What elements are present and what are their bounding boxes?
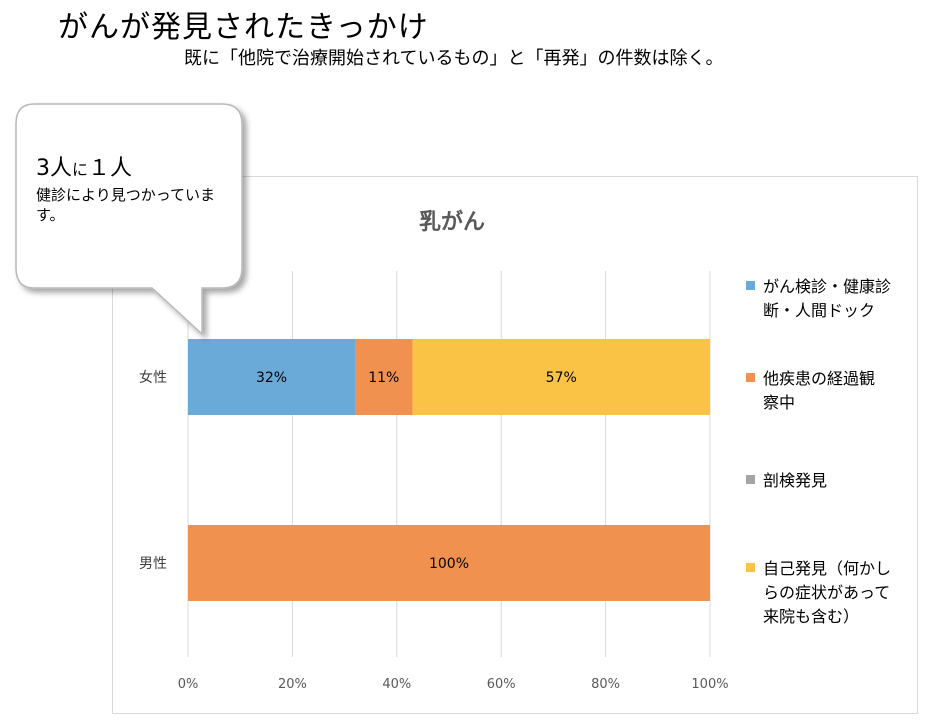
data-label: 100% [429,556,469,572]
x-tick-label: 100% [691,677,728,692]
data-label: 11% [368,370,399,386]
chart-title: 乳がん [419,209,485,235]
x-tick-label: 20% [278,677,307,692]
bar-segment [412,339,710,415]
callout-headline: 3人に１人 [36,156,133,181]
legend-swatch [746,281,755,290]
legend-label: 剖検発見 [763,471,827,490]
legend-swatch [746,475,755,484]
data-label: 32% [256,370,287,386]
bar-segment [188,339,356,415]
bar-segment [188,525,710,601]
data-label: 57% [546,370,577,386]
legend-label: 他疾患の経過観察中 [763,369,875,412]
x-tick-label: 40% [382,677,411,692]
x-tick-label: 80% [591,677,620,692]
category-label: 女性 [139,369,167,386]
legend-swatch [746,563,755,572]
x-tick-label: 60% [487,677,516,692]
legend-label: 自己発見（何かしらの症状があって来院も含む） [763,559,891,626]
chart-frame: 乳がん 0% 20% 40% 60% 80% 100% 女性 32% 11% 57% 男性 100% がん… [112,176,918,714]
callout-subtext: 健診により見つかっています。 [36,186,215,224]
page-title: がんが発見されたきっかけ [58,10,429,45]
bar-chart: 乳がん 0% 20% 40% 60% 80% 100% 女性 32% 11% 57% 男性 100% がん… [139,209,891,692]
speech-callout: 3人に１人 健診により見つかっています。 [12,100,248,336]
legend-label: がん検診・健康診断・人間ドック [763,277,891,320]
category-label: 男性 [139,556,167,572]
callout-bubble-shape [15,103,243,336]
x-tick-label: 0% [178,677,199,692]
bar-segment [355,339,413,415]
page-subtitle: 既に「他院で治療開始されているもの」と「再発」の件数は除く。 [184,48,724,69]
legend-swatch [746,373,755,382]
